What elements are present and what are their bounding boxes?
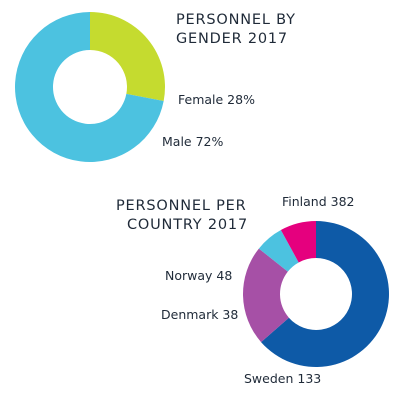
denmark-slice-label: Denmark 38 bbox=[161, 307, 239, 322]
gender-slice-female bbox=[90, 12, 165, 102]
gender-slice-male bbox=[14, 12, 164, 162]
female-slice-label: Female 28% bbox=[178, 92, 255, 107]
country-slice-norway bbox=[280, 221, 316, 263]
gender-chart-title-line-1: PERSONNEL BY bbox=[176, 12, 296, 28]
gender-chart-title-line-2: GENDER 2017 bbox=[176, 31, 288, 47]
gender-chart-title: PERSONNEL BY GENDER 2017 bbox=[176, 11, 296, 49]
country-slice-sweden bbox=[243, 248, 289, 343]
country-chart-title-line-2: COUNTRY 2017 bbox=[127, 217, 248, 233]
country-slice-finland bbox=[261, 221, 389, 367]
norway-slice-label: Norway 48 bbox=[165, 268, 233, 283]
country-chart-title: PERSONNEL PER COUNTRY 2017 bbox=[116, 197, 248, 235]
sweden-slice-label: Sweden 133 bbox=[244, 371, 322, 386]
country-donut-chart bbox=[243, 221, 389, 367]
gender-donut-chart bbox=[14, 12, 165, 162]
country-chart-title-line-1: PERSONNEL PER bbox=[116, 198, 247, 214]
country-slice-denmark bbox=[258, 230, 299, 272]
finland-slice-label: Finland 382 bbox=[282, 194, 355, 209]
male-slice-label: Male 72% bbox=[162, 134, 224, 149]
